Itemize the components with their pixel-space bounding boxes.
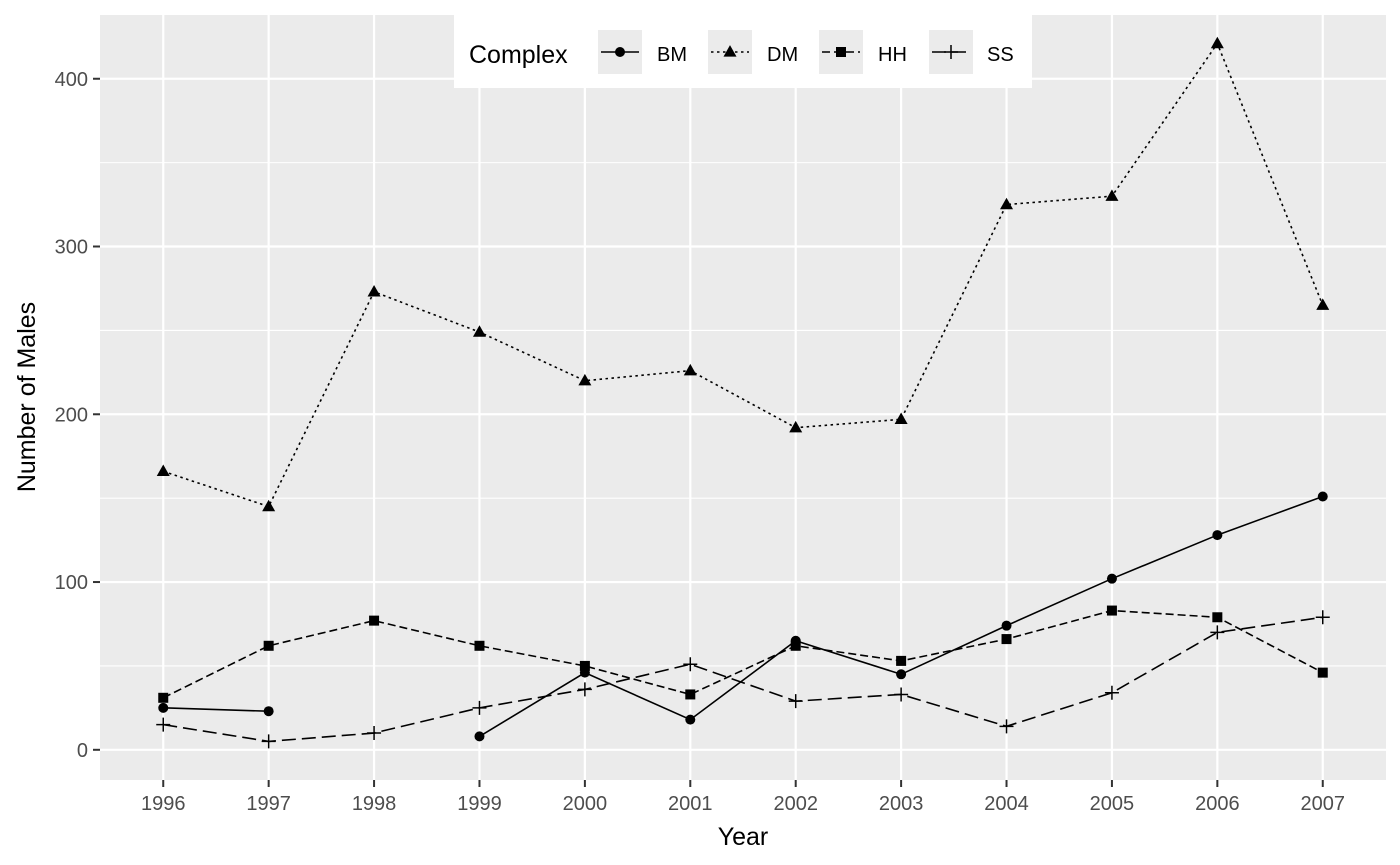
- data-point: [1210, 36, 1224, 49]
- data-point: [474, 640, 485, 651]
- series-line: [163, 616, 1323, 743]
- data-point: [263, 640, 274, 651]
- data-point: [1001, 634, 1012, 645]
- x-tick-label: 2005: [1090, 793, 1135, 815]
- data-point: [158, 702, 169, 713]
- series-line: [162, 609, 1324, 699]
- series-line: [162, 41, 1324, 508]
- y-axis: 0 100 200 300 400: [55, 69, 100, 762]
- data-point: [577, 682, 592, 697]
- legend-label: SS: [987, 44, 1014, 66]
- data-point: [1317, 667, 1328, 678]
- x-tick-label: 2006: [1195, 793, 1240, 815]
- x-tick-label: 1997: [246, 793, 291, 815]
- data-point: [367, 284, 381, 297]
- series-dm: [156, 36, 1330, 512]
- data-point: [1315, 610, 1330, 625]
- data-point: [263, 706, 274, 717]
- grid-minor: [100, 162, 1386, 667]
- legend-item-hh: HH: [819, 30, 907, 74]
- x-tick-label: 1999: [457, 793, 502, 815]
- data-point: [1104, 685, 1119, 700]
- x-tick-label: 2000: [563, 793, 608, 815]
- data-point: [472, 700, 487, 715]
- data-point: [896, 655, 907, 666]
- x-tick-label: 2003: [879, 793, 924, 815]
- legend-item-ss: SS: [929, 30, 1014, 74]
- legend-label: DM: [767, 44, 798, 66]
- data-point: [1317, 491, 1328, 502]
- data-point: [1212, 530, 1223, 541]
- data-point: [685, 714, 696, 725]
- series-ss: [156, 610, 1330, 749]
- data-point: [896, 669, 907, 680]
- series-line: [163, 707, 269, 713]
- x-tick-label: 1996: [141, 793, 186, 815]
- data-point: [156, 717, 171, 732]
- x-tick-label: 2002: [773, 793, 818, 815]
- legend-item-dm: DM: [708, 30, 798, 74]
- data-point: [472, 325, 486, 337]
- legend-key-marker: [944, 45, 958, 59]
- legend-items: BM DM HH SS: [598, 30, 1014, 74]
- y-tick-label: 0: [77, 740, 88, 762]
- data-point: [1212, 612, 1223, 623]
- data-point: [1000, 197, 1014, 210]
- x-tick-label: 2007: [1301, 793, 1346, 815]
- data-point: [158, 692, 169, 703]
- data-point: [578, 373, 592, 386]
- data-point: [579, 660, 590, 671]
- data-point: [1210, 625, 1225, 640]
- y-tick-label: 400: [55, 69, 88, 91]
- legend-label: HH: [878, 44, 907, 66]
- legend-item-bm: BM: [598, 30, 687, 74]
- data-point: [262, 499, 276, 512]
- data-point: [894, 687, 909, 702]
- legend-key-marker: [615, 47, 625, 57]
- data-point: [474, 731, 485, 742]
- x-tick-label: 2004: [984, 793, 1029, 815]
- y-axis-title: Number of Males: [13, 302, 41, 492]
- data-point: [790, 640, 801, 651]
- legend-title: Complex: [469, 41, 568, 69]
- x-tick-label: 2001: [668, 793, 713, 815]
- legend-key-marker: [723, 45, 737, 57]
- data-point: [1105, 189, 1119, 201]
- legend-key-marker: [836, 47, 846, 57]
- data-point: [1106, 573, 1117, 584]
- data-point: [367, 726, 382, 741]
- y-tick-label: 200: [55, 404, 88, 426]
- plot-panel: [100, 15, 1386, 780]
- series-hh: [158, 605, 1328, 703]
- data-point: [683, 363, 697, 376]
- x-tick-label: 1998: [352, 793, 397, 815]
- data-point: [261, 734, 276, 749]
- legend: Complex BM DM HH SS: [454, 15, 1032, 88]
- data-point: [1316, 298, 1330, 310]
- data-point: [894, 412, 908, 424]
- data-point: [156, 464, 170, 476]
- data-point: [789, 420, 803, 433]
- data-point: [1001, 620, 1012, 631]
- series-layer: [156, 36, 1330, 749]
- data-point: [999, 719, 1014, 734]
- data-point: [1106, 605, 1117, 616]
- y-tick-label: 300: [55, 237, 88, 259]
- data-point: [369, 615, 380, 626]
- legend-label: BM: [657, 44, 687, 66]
- data-point: [685, 689, 696, 700]
- data-point: [683, 657, 698, 672]
- y-tick-label: 100: [55, 572, 88, 594]
- grid-major: [100, 15, 1386, 780]
- x-axis: 1996 1997 1998 1999 2000 2001 2002 2003 2004 2005…: [141, 780, 1345, 815]
- x-axis-title: Year: [718, 823, 769, 851]
- data-point: [788, 694, 803, 709]
